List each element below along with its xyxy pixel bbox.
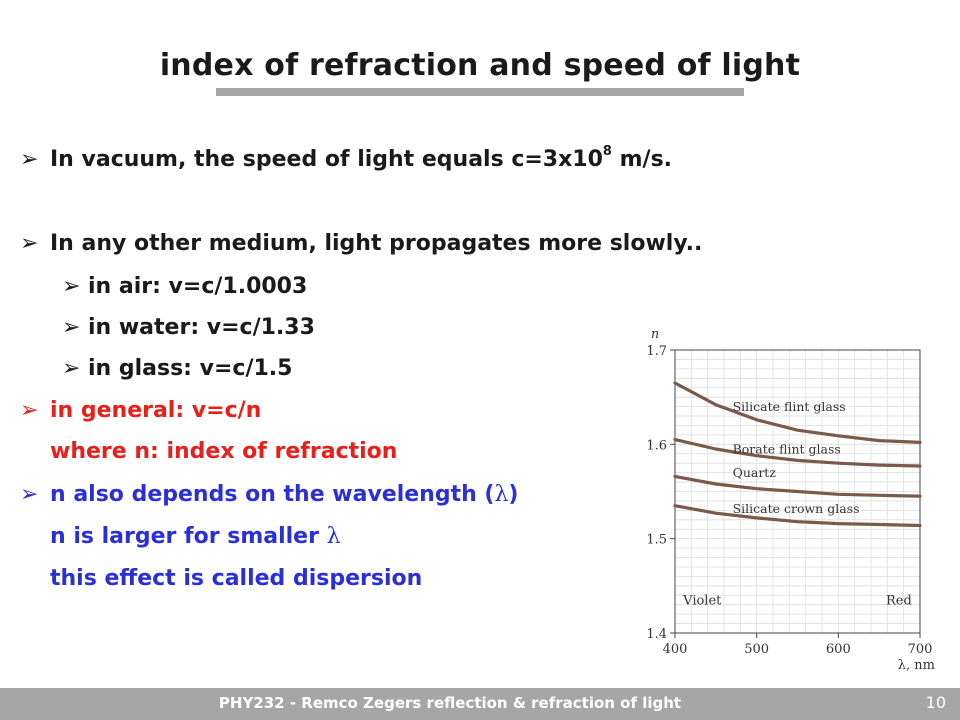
sub-bullet-air-text: in air: v=c/1.0003 [88,274,308,299]
series-line [673,438,922,468]
sub-bullet-water-text: in water: v=c/1.33 [88,315,315,340]
bullet-wavelength-line2-text: n is larger for smaller [50,524,327,549]
label-layer: 400 500 600 700 1.4 1.5 1.6 1.7 n λ, nm Silicate f… [646,327,935,673]
bullet-medium: ➢ In any other medium, light propagates m… [20,230,702,258]
bullet-wavelength-line2: n is larger for smaller λ [50,523,341,551]
x-tick-label: 500 [744,642,769,657]
bullet-wavelength: ➢ n also depends on the wavelength (λ) [20,481,518,509]
sub-bullet-glass-text: in glass: v=c/1.5 [88,356,293,381]
dispersion-chart: 400 500 600 700 1.4 1.5 1.6 1.7 n λ, nm Silicate f… [646,327,935,673]
bullet-vacuum-tail: m/s. [611,147,673,172]
series-line [673,474,922,498]
y-axis-label: n [651,327,659,342]
lambda-symbol: λ [494,482,509,507]
sub-bullet-glass: ➢ in glass: v=c/1.5 [62,355,292,383]
closing-paren: ) [508,482,519,507]
arrow-bullet-icon: ➢ [20,231,39,256]
lambda-symbol: λ [326,524,341,549]
sub-bullet-water: ➢ in water: v=c/1.33 [62,314,315,342]
bullet-general: ➢ in general: v=c/n [20,397,261,425]
footer-text: PHY232 - Remco Zegers reflection & refra… [218,694,682,712]
exponent: 8 [602,144,612,159]
x-tick-label: 400 [663,642,688,657]
arrow-bullet-icon: ➢ [20,482,39,507]
series-label: Silicate flint glass [733,399,846,414]
page-number: 10 [925,693,946,712]
series-label: Borate flint glass [733,442,841,457]
y-tick-label: 1.6 [646,438,667,453]
bullet-general-line2: where n: index of refraction [50,439,398,464]
violet-annotation: Violet [682,594,722,609]
bullet-general-text: in general: v=c/n [50,398,262,423]
series-label: Quartz [733,465,777,480]
series-label: Silicate crown glass [733,501,860,516]
bullet-vacuum: ➢ In vacuum, the speed of light equals c=… [20,144,673,174]
arrow-bullet-icon: ➢ [62,315,81,340]
series-layer [673,381,922,528]
red-annotation: Red [886,594,912,609]
plot-frame [674,349,921,634]
y-tick-label: 1.4 [646,627,667,642]
bullet-medium-text: In any other medium, light propagates mo… [50,231,703,256]
x-axis-label: λ, nm [898,658,935,673]
series-line [673,504,922,528]
arrow-bullet-icon: ➢ [20,398,39,423]
footer-bar: PHY232 - Remco Zegers reflection & refra… [0,688,960,720]
arrow-bullet-icon: ➢ [62,274,81,299]
series-line [673,381,922,444]
slide-title: index of refraction and speed of light [159,48,801,83]
sub-bullet-air: ➢ in air: v=c/1.0003 [62,273,307,301]
title-underline [216,88,744,96]
x-tick-label: 600 [826,642,851,657]
bullet-vacuum-text: In vacuum, the speed of light equals c=3… [50,147,603,172]
arrow-bullet-icon: ➢ [62,356,81,381]
y-tick-label: 1.5 [646,533,667,548]
arrow-bullet-icon: ➢ [20,147,39,172]
bullet-wavelength-line3: this effect is called dispersion [50,566,423,591]
x-tick-label: 700 [908,642,933,657]
bullet-wavelength-text: n also depends on the wavelength ( [50,482,495,507]
y-tick-label: 1.7 [646,344,667,359]
